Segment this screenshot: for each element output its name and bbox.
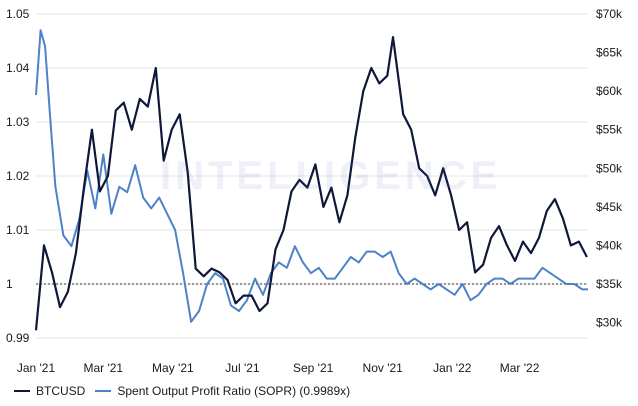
right-tick-label: $45k [596, 200, 623, 214]
x-tick-label: May '21 [152, 361, 194, 375]
x-tick-label: Jan '21 [17, 361, 56, 375]
right-tick-label: $40k [596, 238, 623, 252]
btcusd-series [34, 35, 588, 331]
right-tick-label: $35k [596, 277, 623, 291]
right-tick-label: $55k [596, 123, 623, 137]
x-tick-label: Sep '21 [293, 361, 334, 375]
left-tick-label: 0.99 [6, 331, 30, 345]
sopr-swatch [95, 390, 112, 392]
right-tick-label: $70k [596, 7, 623, 21]
btcusd-line [34, 35, 588, 331]
legend-label-btcusd: BTCUSD [36, 384, 86, 398]
left-tick-label: 1.04 [6, 61, 30, 75]
left-tick-label: 1.05 [6, 7, 30, 21]
legend-item-sopr[interactable]: Spent Output Profit Ratio (SOPR) (0.9989… [95, 384, 350, 398]
x-tick-label: Nov '21 [363, 361, 404, 375]
sopr-series [35, 29, 588, 323]
left-tick-label: 1 [6, 277, 13, 291]
right-tick-label: $30k [596, 316, 623, 330]
legend-item-btcusd[interactable]: BTCUSD [14, 384, 85, 398]
intelligence-watermark: INTELLIGENCE [160, 153, 502, 198]
left-tick-label: 1.02 [6, 169, 30, 183]
chart-legend: BTCUSD Spent Output Profit Ratio (SOPR) … [14, 382, 360, 400]
x-axis-ticks: Jan '21 Mar '21 May '21 Jul '21 Sep '21 Nov '… [17, 361, 540, 375]
x-tick-label: Mar '21 [83, 361, 123, 375]
btcusd-swatch [14, 390, 30, 392]
x-tick-label: Jul '21 [225, 361, 260, 375]
right-tick-label: $65k [596, 46, 623, 60]
sopr-line [35, 29, 588, 323]
x-tick-label: Jan '22 [433, 361, 472, 375]
left-axis-ticks: 0.99 1 1.01 1.02 1.03 1.04 1.05 [6, 7, 30, 345]
right-axis-ticks: $30k $35k $40k $45k $50k $55k $60k $65k $70k [596, 7, 623, 330]
left-tick-label: 1.01 [6, 223, 30, 237]
right-tick-label: $50k [596, 161, 623, 175]
left-tick-label: 1.03 [6, 115, 30, 129]
x-tick-label: Mar '22 [500, 361, 540, 375]
legend-label-sopr: Spent Output Profit Ratio (SOPR) (0.9989… [117, 384, 351, 398]
right-tick-label: $60k [596, 84, 623, 98]
